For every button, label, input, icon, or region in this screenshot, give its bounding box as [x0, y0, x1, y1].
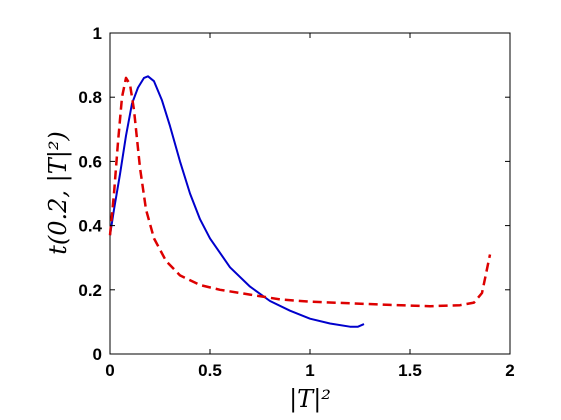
- x-tick-label: 0: [105, 361, 114, 380]
- y-tick-label: 1: [93, 24, 102, 43]
- y-tick-label: 0.6: [78, 152, 102, 171]
- y-axis-label: t(0.2, |T|²): [44, 131, 73, 255]
- y-tick-label: 0: [93, 345, 102, 364]
- series-layer: [108, 75, 492, 328]
- series-line-red-dashed: [108, 76, 492, 308]
- y-tick-label: 0.2: [78, 281, 102, 300]
- x-tick-label: 2: [505, 361, 514, 380]
- x-tick-label: 1: [305, 361, 314, 380]
- plot-area: [109, 32, 511, 355]
- x-axis-label: |T|²: [289, 385, 331, 414]
- x-tick-label: 0.5: [198, 361, 222, 380]
- y-tick-label: 0.4: [78, 217, 102, 236]
- tick-layer: 0 0.5 1 1.5 2 0 0.2 0.4 0.6 0.8 1: [78, 24, 514, 380]
- x-tick-label: 1.5: [398, 361, 422, 380]
- y-tick-label: 0.8: [78, 88, 102, 107]
- series-line-blue-solid: [109, 75, 365, 328]
